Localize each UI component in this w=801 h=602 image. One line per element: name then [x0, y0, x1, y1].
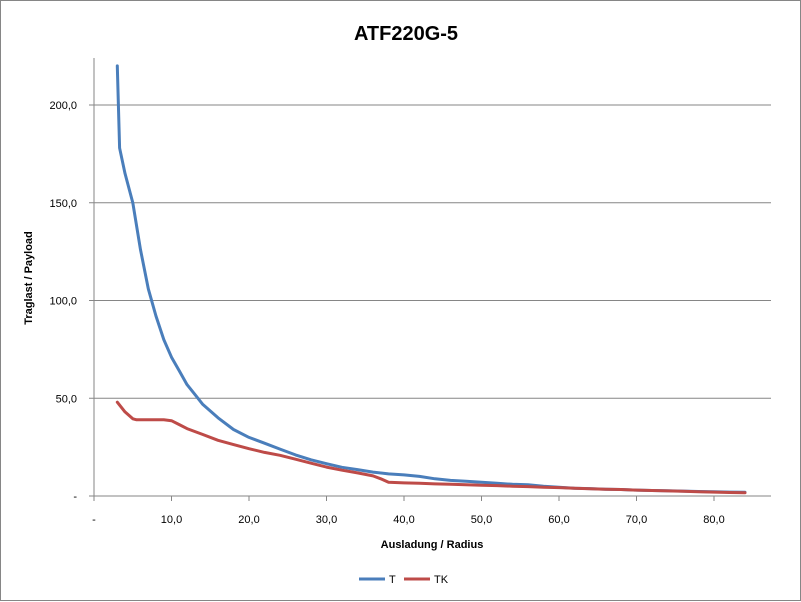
- x-tick-label: -: [92, 514, 96, 526]
- legend: T TK: [359, 574, 449, 586]
- x-tick-label: 50,0: [471, 514, 492, 526]
- y-tick-label: 200,0: [49, 100, 77, 112]
- legend-label-t: T: [389, 574, 396, 586]
- x-tick-label: 40,0: [393, 514, 414, 526]
- x-tick-label: 60,0: [548, 514, 569, 526]
- x-ticks-layer: - 10,0 20,0 30,0 40,0 50,0 60,0 70,0 80,0: [92, 496, 725, 526]
- x-tick-label: 70,0: [626, 514, 647, 526]
- series-line-t: [115, 64, 747, 494]
- x-tick-label: 20,0: [238, 514, 259, 526]
- x-tick-label: 30,0: [316, 514, 337, 526]
- series-layer: [115, 64, 747, 495]
- y-tick-label: 50,0: [56, 393, 77, 405]
- x-tick-label: 10,0: [161, 514, 182, 526]
- y-axis-title: Traglast / Payload: [23, 231, 35, 325]
- grid-layer: [94, 104, 771, 399]
- y-tick-label: 150,0: [49, 198, 77, 210]
- legend-label-tk: TK: [434, 574, 449, 586]
- x-axis-title: Ausladung / Radius: [381, 539, 484, 551]
- series-line-tk: [115, 400, 747, 495]
- y-tick-label: -: [73, 491, 77, 503]
- chart-title: ATF220G-5: [354, 23, 458, 45]
- x-tick-label: 80,0: [703, 514, 724, 526]
- y-ticks-layer: - 50,0 100,0 150,0 200,0: [49, 100, 94, 503]
- y-tick-label: 100,0: [49, 296, 77, 308]
